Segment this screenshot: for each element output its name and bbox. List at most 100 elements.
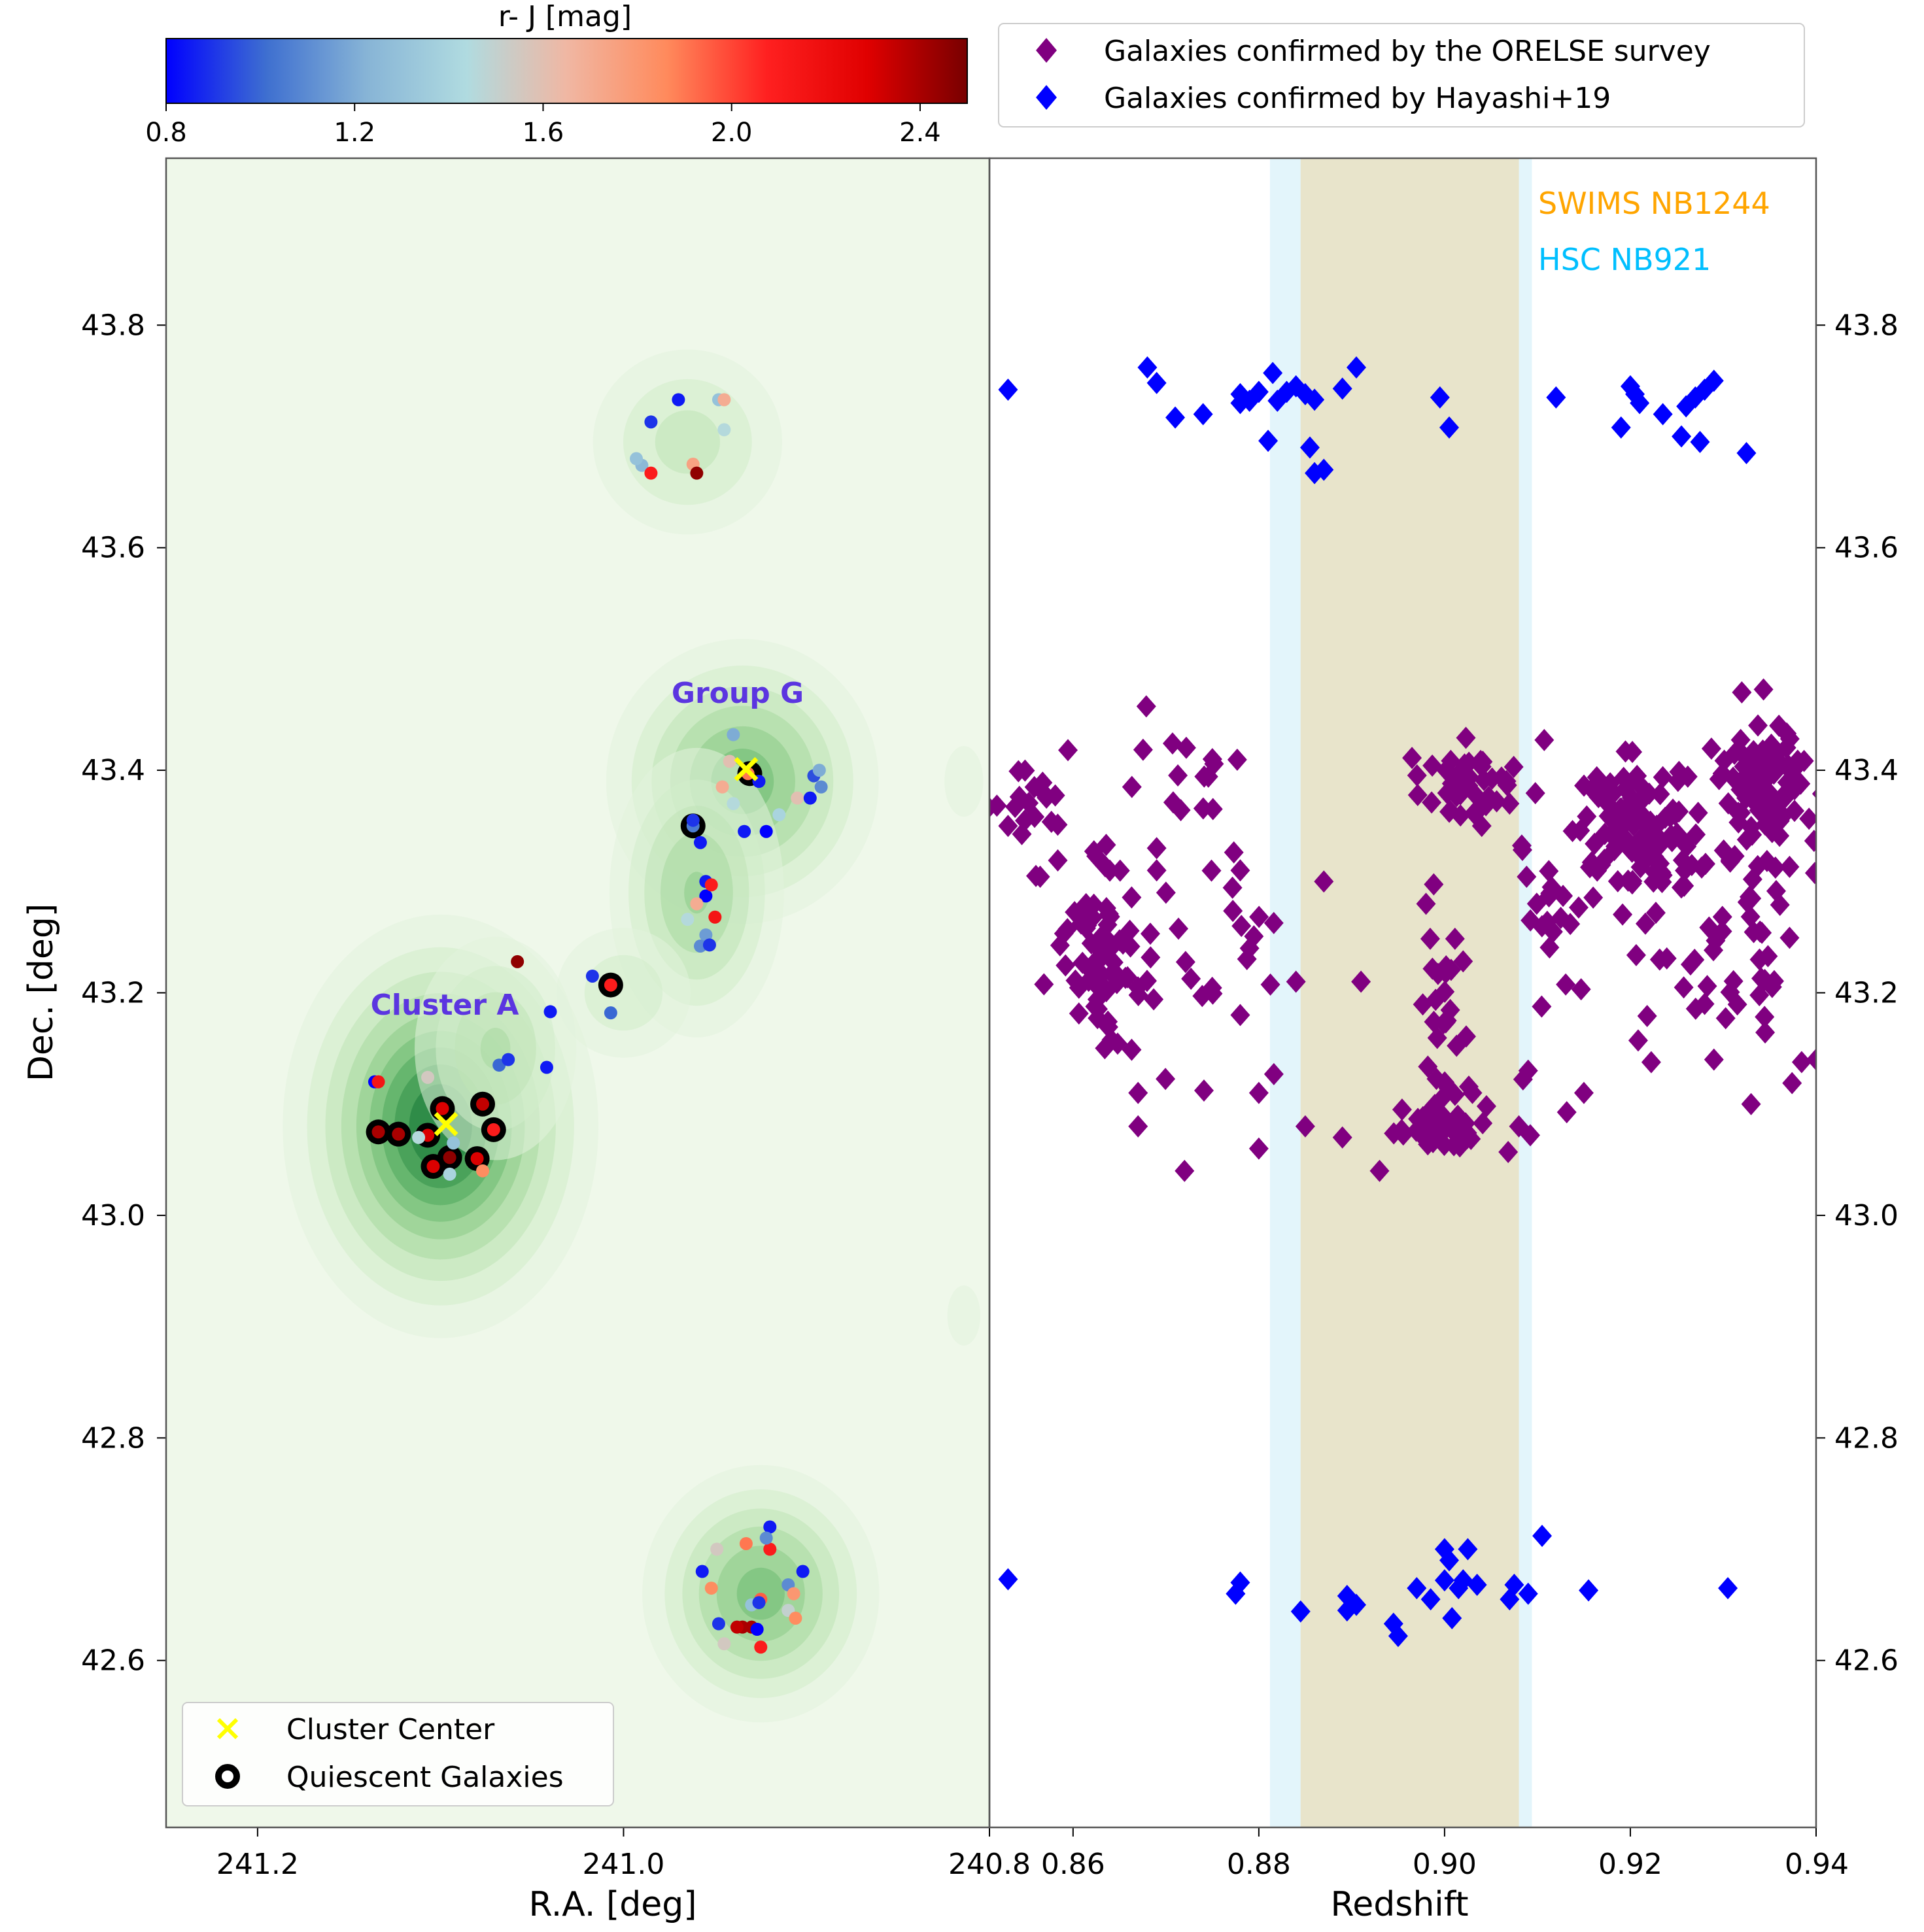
redshift-point [1230,859,1250,882]
xtick-label-right: 0.92 [1598,1848,1662,1881]
galaxy-point [717,1637,731,1651]
redshift-point [1175,1159,1195,1182]
cluster-center-marker [434,1111,458,1136]
redshift-point [1764,970,1784,992]
cluster-centers [434,756,759,1136]
redshift-point [1175,951,1195,974]
redshift-point [1635,912,1655,935]
redshift-point [1168,764,1188,787]
redshift-point [1748,714,1768,737]
redshift-point [1709,768,1729,790]
redshift-point [1146,859,1167,882]
redshift-point [1434,1569,1454,1592]
redshift-axes: 42.6 42.8 43.0 43.2 43.4 43.6 43.8 0.86 0.88 0.90… [1041,309,1898,1881]
ytick-label-left: 42.6 [81,1644,145,1678]
redshift-point [1623,741,1643,764]
redshift-point [1456,726,1476,749]
galaxy-point [787,1587,800,1601]
redshift-point [1668,770,1688,792]
redshift-point [1101,1028,1122,1051]
ytick-label-right: 43.2 [1834,977,1898,1010]
redshift-point [1428,962,1448,985]
redshift-point [1799,807,1816,830]
ytick-label-right: 43.8 [1834,309,1898,342]
redshift-point [1732,681,1752,703]
redshift-point [1471,815,1492,838]
redshift-point [1706,929,1726,952]
density-contour [655,410,720,474]
galaxy-point [727,728,740,741]
redshift-point [1101,962,1122,985]
galaxy-point [543,1005,557,1019]
xtick-label-left: 240.8 [948,1848,1031,1881]
redshift-point [1583,886,1604,909]
redshift-point [1755,1006,1775,1028]
redshift-point [1223,900,1243,923]
redshift-point [1146,371,1167,394]
redshift-point [1416,892,1436,915]
redshift-point [1539,936,1560,959]
galaxy-point [699,928,713,941]
redshift-point [1136,695,1156,718]
redshift-point [1033,771,1053,794]
legend-label-quiescent: Quiescent Galaxies [286,1761,564,1794]
galaxy-point [392,1127,405,1141]
sky-map-axes: 42.6 42.8 43.0 43.2 43.4 43.6 43.8 241.2 241.0 24… [81,309,1031,1881]
redshift-legend-box [998,23,1805,127]
redshift-point [1665,804,1685,826]
redshift-point [1248,381,1269,403]
xtick-label-right: 0.94 [1785,1848,1849,1881]
redshift-point [1537,910,1557,933]
redshift-point [1690,431,1710,454]
redshift-point [1681,854,1702,877]
redshift-point [1034,973,1054,996]
redshift-point [1420,927,1440,950]
galaxy-point [717,393,731,407]
redshift-xlabel: Redshift [1330,1885,1468,1924]
redshift-point [1248,1137,1269,1160]
galaxy-point [690,466,704,480]
colorbar: r- J [mag] 0.8 1.2 1.6 2.0 2.4 [145,0,968,148]
galaxy-point [447,1136,460,1150]
redshift-point [1770,893,1790,916]
redshift-point [1736,442,1757,465]
redshift-point [1346,1593,1366,1616]
xtick-label-right: 0.90 [1413,1848,1477,1881]
redshift-point [1054,922,1074,945]
redshift-point [1755,1021,1776,1044]
redshift-point [1540,882,1560,905]
galaxy-point [702,938,716,952]
redshift-point [1290,1600,1311,1623]
redshift-point [1815,728,1816,730]
legend-marker-quiescent [215,1764,240,1789]
redshift-point [1193,403,1213,426]
redshift-point [1688,802,1708,824]
sky-map-legend: Cluster Center Quiescent Galaxies [182,1702,614,1806]
redshift-point [1573,1081,1594,1104]
redshift-point [1295,1115,1315,1138]
redshift-point [1146,837,1167,860]
galaxy-point [470,1152,484,1166]
redshift-point [1176,736,1196,759]
xtick-label-right: 0.88 [1227,1848,1291,1881]
redshift-point [1742,868,1762,890]
redshift-point [1674,874,1694,897]
redshift-point [1430,1117,1450,1140]
ytick-label-right: 42.6 [1834,1644,1898,1678]
redshift-points [989,356,1816,1648]
cluster-center-marker [734,756,759,781]
redshift-point [1420,1588,1441,1611]
galaxy-point [750,1623,764,1636]
sky-map-ylabel: Dec. [deg] [22,904,61,1081]
ytick-label-right: 42.8 [1834,1421,1898,1455]
redshift-point [1504,1573,1524,1596]
redshift-point [1574,774,1594,797]
redshift-point [1741,1093,1761,1115]
redshift-point [1674,976,1694,999]
redshift-point [1621,787,1641,809]
redshift-point [1753,788,1773,811]
redshift-point [1731,802,1751,824]
redshift-point [1407,1577,1427,1600]
galaxy-point [708,910,722,924]
redshift-point [1649,948,1670,971]
